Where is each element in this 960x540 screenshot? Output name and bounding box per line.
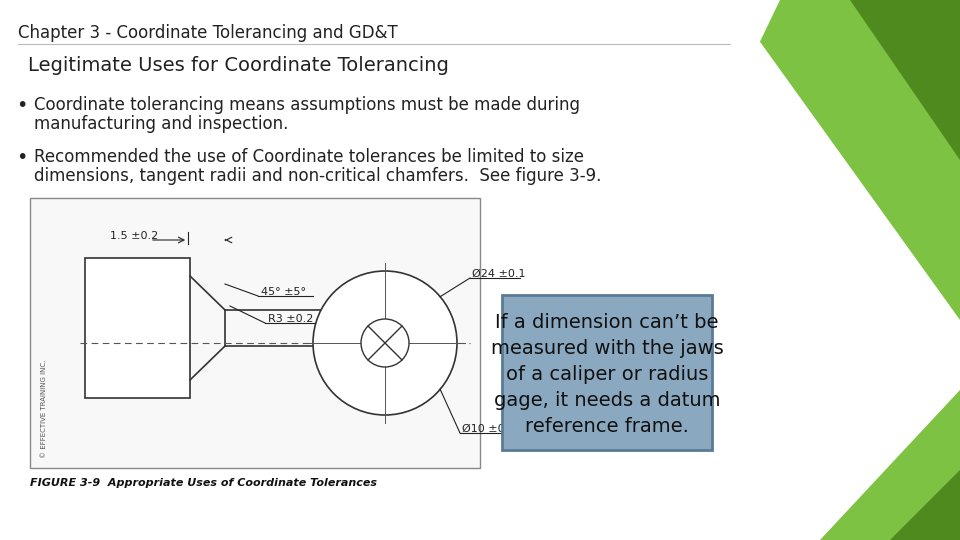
FancyBboxPatch shape	[502, 295, 712, 450]
Text: reference frame.: reference frame.	[525, 417, 689, 436]
Bar	[85, 258, 190, 398]
Text: •: •	[16, 148, 28, 167]
Text: Ø10 ±0.2: Ø10 ±0.2	[462, 424, 516, 434]
Text: gage, it needs a datum: gage, it needs a datum	[493, 391, 720, 410]
Text: R3 ±0.2: R3 ±0.2	[268, 314, 313, 324]
Bar	[30, 198, 480, 468]
Text: FIGURE 3-9  Appropriate Uses of Coordinate Tolerances: FIGURE 3-9 Appropriate Uses of Coordinat…	[30, 478, 377, 488]
Text: •: •	[16, 96, 28, 115]
Text: If a dimension can’t be: If a dimension can’t be	[495, 313, 719, 332]
Text: Ø24 ±0.1: Ø24 ±0.1	[472, 269, 525, 279]
Text: measured with the jaws: measured with the jaws	[491, 339, 724, 358]
Text: of a caliper or radius: of a caliper or radius	[506, 365, 708, 384]
Text: dimensions, tangent radii and non-critical chamfers.  See figure 3-9.: dimensions, tangent radii and non-critic…	[34, 167, 601, 185]
Circle shape	[361, 319, 409, 367]
Text: © EFFECTIVE TRAINING INC.: © EFFECTIVE TRAINING INC.	[41, 360, 47, 458]
Text: manufacturing and inspection.: manufacturing and inspection.	[34, 115, 288, 133]
Text: Legitimate Uses for Coordinate Tolerancing: Legitimate Uses for Coordinate Toleranci…	[28, 56, 449, 75]
Polygon shape	[820, 390, 960, 540]
Circle shape	[313, 271, 457, 415]
Text: Coordinate tolerancing means assumptions must be made during: Coordinate tolerancing means assumptions…	[34, 96, 580, 114]
Polygon shape	[730, 0, 960, 320]
Bar	[0, 0, 680, 540]
Polygon shape	[300, 0, 780, 540]
Text: 45° ±5°: 45° ±5°	[261, 287, 306, 297]
Text: Chapter 3 - Coordinate Tolerancing and GD&T: Chapter 3 - Coordinate Tolerancing and G…	[18, 24, 397, 42]
Text: 1.5 ±0.2: 1.5 ±0.2	[110, 231, 158, 241]
Polygon shape	[890, 470, 960, 540]
Polygon shape	[850, 0, 960, 160]
Text: Recommended the use of Coordinate tolerances be limited to size: Recommended the use of Coordinate tolera…	[34, 148, 584, 166]
